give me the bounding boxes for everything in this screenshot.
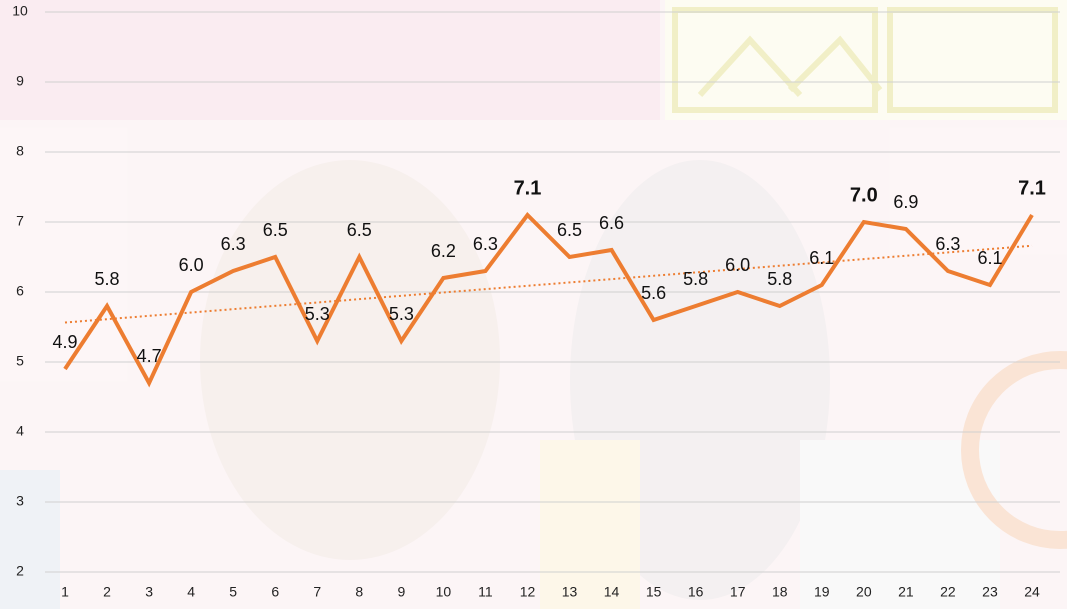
data-label: 6.0 xyxy=(725,255,750,275)
x-tick-label: 12 xyxy=(520,584,536,600)
data-label: 6.5 xyxy=(263,220,288,240)
plot-area: 4.9 5.8 4.7 6.0 6.3 6.5 5.3 6.5 5.3 6.2 6.3 7.1 6.5 6… xyxy=(52,177,1046,388)
x-tick-label: 9 xyxy=(397,584,405,600)
data-label: 6.3 xyxy=(473,234,498,254)
x-tick-label: 3 xyxy=(145,584,153,600)
x-tick-label: 21 xyxy=(898,584,914,600)
y-tick-label: 10 xyxy=(12,3,28,19)
x-tick-label: 19 xyxy=(814,584,830,600)
data-label: 6.1 xyxy=(977,248,1002,268)
y-tick-label: 3 xyxy=(16,493,24,509)
data-label: 6.6 xyxy=(599,213,624,233)
x-tick-label: 6 xyxy=(271,584,279,600)
data-label: 5.8 xyxy=(683,269,708,289)
y-tick-label: 7 xyxy=(16,213,24,229)
y-tick-label: 2 xyxy=(16,563,24,579)
data-label: 5.3 xyxy=(389,304,414,324)
data-label: 7.1 xyxy=(1018,177,1046,199)
data-label: 6.3 xyxy=(935,234,960,254)
y-tick-label: 5 xyxy=(16,353,24,369)
x-tick-label: 4 xyxy=(187,584,195,600)
x-tick-label: 20 xyxy=(856,584,872,600)
x-tick-label: 15 xyxy=(646,584,662,600)
x-tick-label: 14 xyxy=(604,584,620,600)
data-label: 6.2 xyxy=(431,241,456,261)
x-tick-label: 23 xyxy=(982,584,998,600)
data-line xyxy=(63,211,1034,388)
x-tick-label: 16 xyxy=(688,584,704,600)
y-tick-label: 8 xyxy=(16,143,24,159)
x-tick-label: 10 xyxy=(436,584,452,600)
data-label: 4.9 xyxy=(52,332,77,352)
y-tick-label: 4 xyxy=(16,423,24,439)
data-label: 6.9 xyxy=(893,192,918,212)
data-label: 7.0 xyxy=(850,184,878,206)
data-label: 6.5 xyxy=(347,220,372,240)
data-label: 6.1 xyxy=(809,248,834,268)
x-tick-label: 8 xyxy=(355,584,363,600)
trendline xyxy=(64,244,1033,324)
data-label: 5.3 xyxy=(305,304,330,324)
data-label: 6.0 xyxy=(179,255,204,275)
x-tick-label: 24 xyxy=(1024,584,1040,600)
data-label: 7.1 xyxy=(514,177,542,199)
x-tick-label: 13 xyxy=(562,584,578,600)
x-tick-label: 18 xyxy=(772,584,788,600)
data-label: 5.8 xyxy=(95,269,120,289)
x-tick-label: 22 xyxy=(940,584,956,600)
y-tick-label: 6 xyxy=(16,283,24,299)
data-label: 6.5 xyxy=(557,220,582,240)
x-tick-label: 17 xyxy=(730,584,746,600)
x-tick-label: 11 xyxy=(478,584,493,600)
x-tick-label: 1 xyxy=(61,584,69,600)
data-label: 6.3 xyxy=(221,234,246,254)
y-tick-label: 9 xyxy=(16,73,24,89)
x-tick-label: 7 xyxy=(313,584,321,600)
data-label: 5.6 xyxy=(641,283,666,303)
x-tick-label: 2 xyxy=(103,584,111,600)
data-label: 4.7 xyxy=(137,346,162,366)
x-tick-label: 5 xyxy=(229,584,237,600)
data-label: 5.8 xyxy=(767,269,792,289)
